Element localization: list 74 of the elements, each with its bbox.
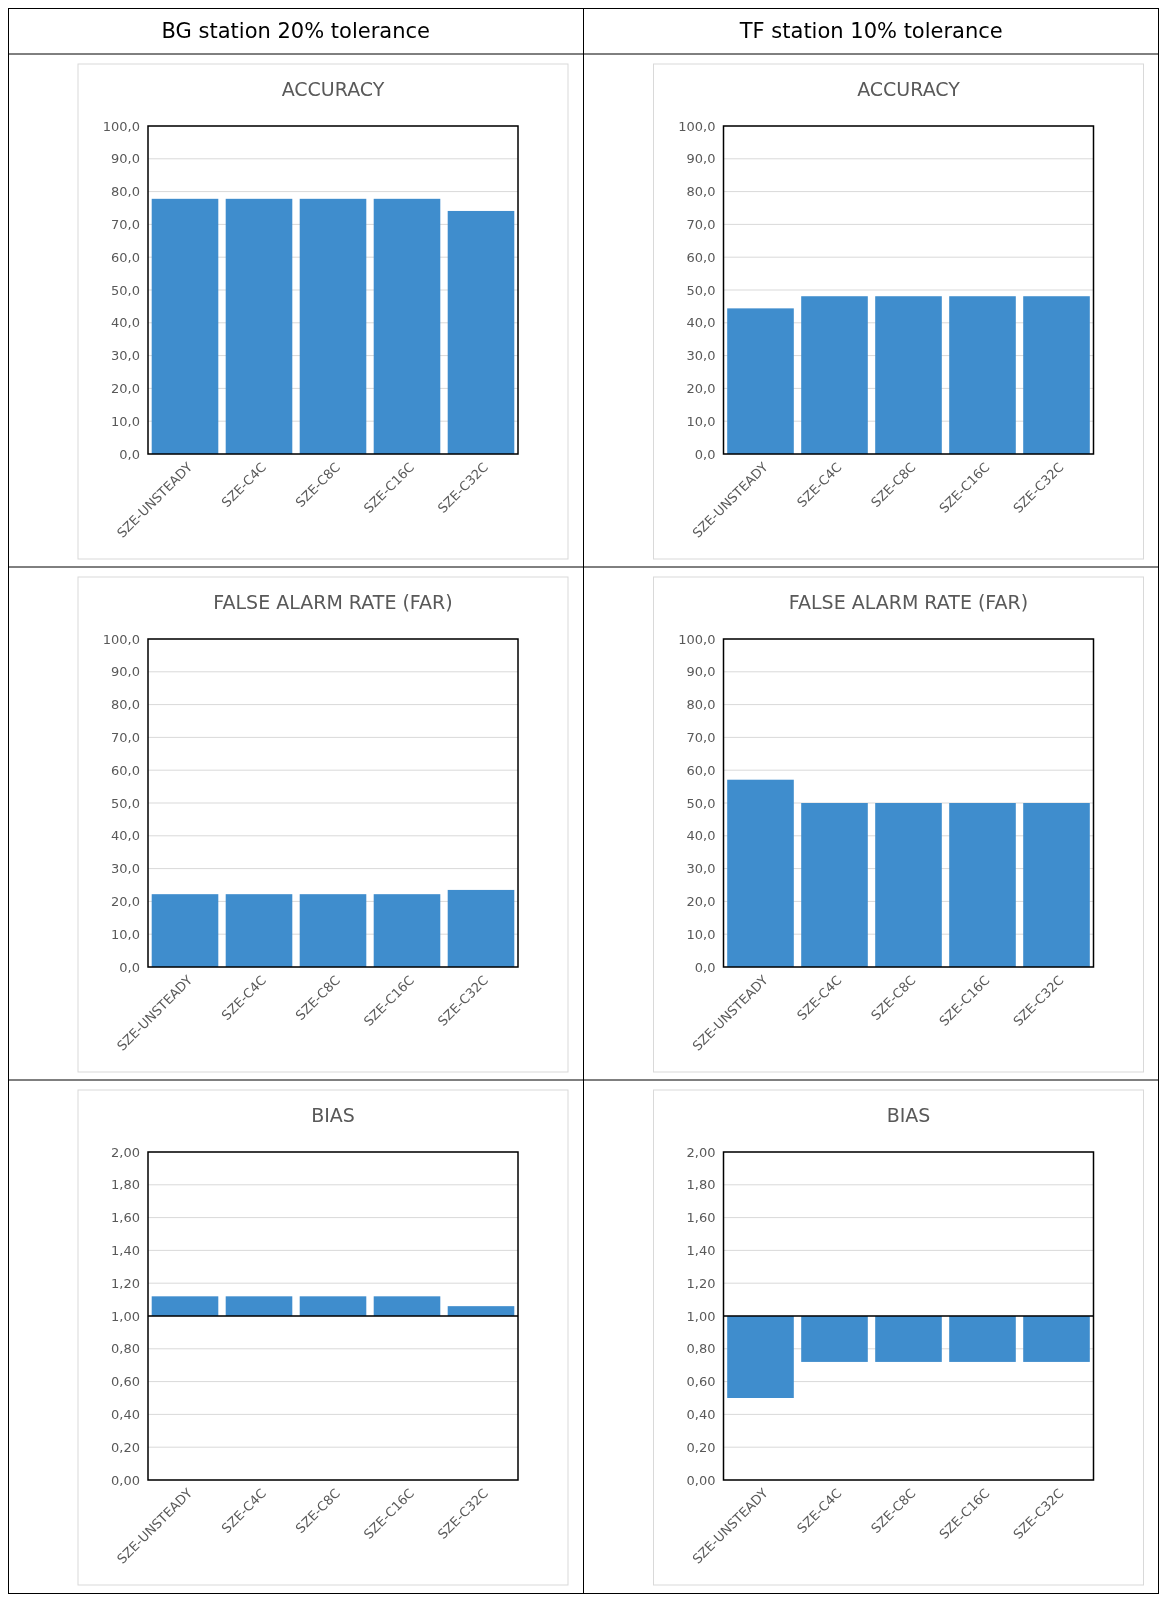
y-tick-label: 80,0: [686, 697, 716, 713]
chart-subtitle: BG station 20% tolerance: [161, 19, 430, 44]
y-tick-label: 40,0: [686, 315, 716, 331]
y-tick-label: 0,80: [686, 1341, 716, 1357]
y-tick-label: 2,00: [111, 1144, 140, 1160]
y-tick-label: 70,0: [686, 216, 716, 232]
y-tick-label: 10,0: [111, 413, 140, 429]
y-tick-label: 0,00: [111, 1472, 140, 1488]
y-tick-label: 0,60: [686, 1374, 716, 1390]
y-tick-label: 0,40: [111, 1406, 140, 1422]
y-tick-label: 60,0: [686, 249, 716, 265]
y-tick-label: 10,0: [111, 926, 140, 942]
y-tick-label: 1,60: [111, 1210, 140, 1226]
y-tick-label: 0,60: [111, 1374, 140, 1390]
y-tick-label: 90,0: [111, 151, 140, 167]
y-tick-label: 2,00: [686, 1144, 716, 1160]
y-tick-label: 100,0: [102, 118, 140, 134]
y-tick-label: 80,0: [111, 697, 140, 713]
y-tick-label: 50,0: [686, 282, 716, 298]
y-tick-label: 10,0: [686, 926, 716, 942]
chart-subtitle: TF station 10% tolerance: [738, 19, 1003, 44]
y-tick-label: 50,0: [111, 795, 140, 811]
y-tick-label: 0,20: [111, 1439, 140, 1455]
y-tick-label: 0,20: [686, 1439, 716, 1455]
y-tick-label: 60,0: [686, 762, 716, 778]
y-tick-label: 40,0: [111, 315, 140, 331]
y-tick-label: 100,0: [102, 631, 140, 647]
y-tick-label: 70,0: [111, 729, 140, 745]
y-tick-label: 1,80: [686, 1177, 716, 1193]
y-tick-label: 30,0: [111, 861, 140, 877]
y-tick-label: 80,0: [111, 184, 140, 200]
y-tick-label: 20,0: [111, 893, 140, 909]
y-tick-label: 1,80: [111, 1177, 140, 1193]
y-tick-label: 1,00: [686, 1308, 716, 1324]
y-tick-label: 90,0: [686, 664, 716, 680]
y-tick-label: 0,80: [111, 1341, 140, 1357]
y-tick-label: 20,0: [111, 380, 140, 396]
y-tick-label: 20,0: [686, 893, 716, 909]
y-tick-label: 0,0: [119, 446, 140, 462]
chart-title: ACCURACY: [281, 78, 385, 100]
y-tick-label: 90,0: [686, 151, 716, 167]
y-tick-label: 20,0: [686, 380, 716, 396]
y-tick-label: 0,0: [694, 959, 716, 975]
y-tick-label: 60,0: [111, 762, 140, 778]
chart-title: FALSE ALARM RATE (FAR): [213, 591, 453, 613]
y-tick-label: 50,0: [686, 795, 716, 811]
y-tick-label: 0,0: [119, 959, 140, 975]
y-tick-label: 60,0: [111, 249, 140, 265]
chart-title: FALSE ALARM RATE (FAR): [788, 591, 1029, 613]
y-tick-label: 30,0: [111, 348, 140, 364]
y-tick-label: 1,00: [111, 1308, 140, 1324]
y-tick-label: 1,20: [686, 1275, 716, 1291]
y-tick-label: 30,0: [686, 861, 716, 877]
chart-title: ACCURACY: [857, 78, 961, 100]
y-tick-label: 30,0: [686, 348, 716, 364]
y-tick-label: 1,40: [686, 1242, 716, 1258]
y-tick-label: 100,0: [678, 631, 716, 647]
y-tick-label: 40,0: [686, 828, 716, 844]
y-tick-label: 70,0: [111, 216, 140, 232]
y-tick-label: 0,0: [694, 446, 716, 462]
y-tick-label: 80,0: [686, 184, 716, 200]
y-tick-label: 70,0: [686, 729, 716, 745]
y-tick-label: 1,60: [686, 1210, 716, 1226]
y-tick-label: 40,0: [111, 828, 140, 844]
y-tick-label: 100,0: [678, 118, 716, 134]
y-tick-label: 90,0: [111, 664, 140, 680]
y-tick-label: 50,0: [111, 282, 140, 298]
chart-title: BIAS: [886, 1104, 931, 1126]
y-tick-label: 1,40: [111, 1242, 140, 1258]
y-tick-label: 0,40: [686, 1406, 716, 1422]
y-tick-label: 10,0: [686, 413, 716, 429]
y-tick-label: 1,20: [111, 1275, 140, 1291]
y-tick-label: 0,00: [686, 1472, 716, 1488]
chart-title: BIAS: [311, 1104, 355, 1126]
